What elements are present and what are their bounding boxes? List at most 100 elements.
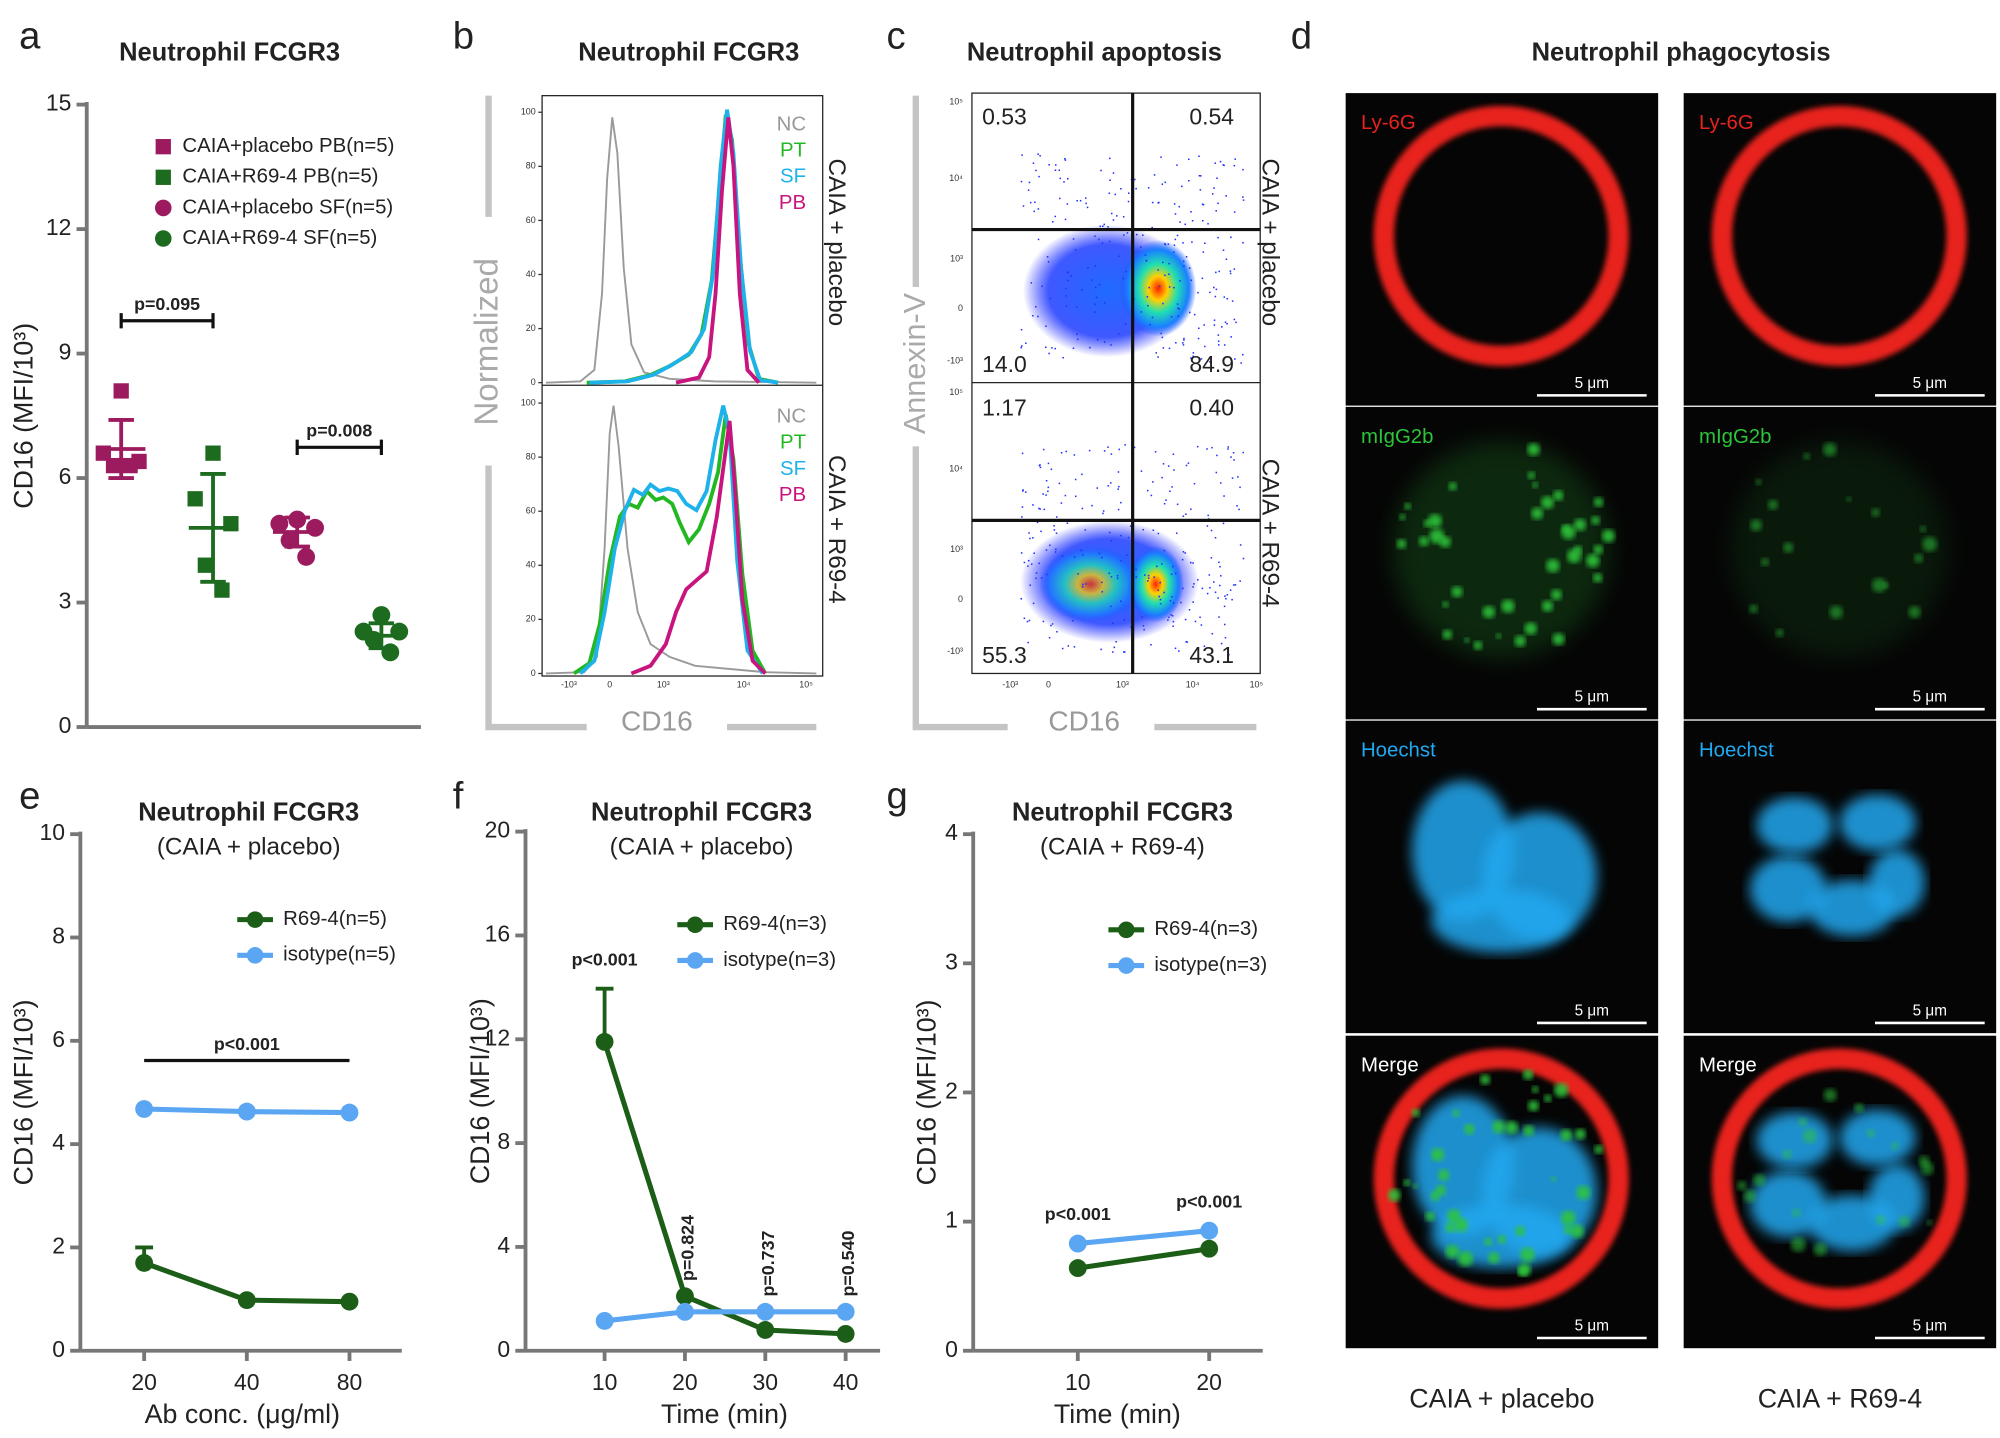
event-dot	[1064, 494, 1067, 497]
legend-label: NC	[777, 113, 806, 135]
particle	[1480, 1074, 1491, 1085]
dot	[187, 491, 203, 507]
event-dot	[1024, 491, 1027, 493]
quadrant-value: 14.0	[982, 351, 1027, 377]
event-dot	[1103, 302, 1106, 304]
particle	[1594, 1145, 1604, 1154]
particle	[1387, 1188, 1401, 1202]
event-dot	[1120, 600, 1122, 603]
event-dot	[1120, 501, 1122, 504]
event-dot	[1182, 342, 1184, 344]
line	[604, 1309, 846, 1324]
event-dot	[1211, 193, 1214, 195]
event-dot	[1117, 488, 1119, 490]
event-dot	[1038, 175, 1040, 178]
event-dot	[1048, 636, 1051, 639]
event-dot	[1102, 512, 1104, 515]
event-dot	[1115, 641, 1117, 643]
event-dot	[1239, 580, 1241, 582]
quadrant-value: 84.9	[1189, 351, 1234, 377]
event-dot	[1081, 289, 1083, 291]
event-dot	[1182, 260, 1185, 263]
event-dot	[1156, 565, 1158, 568]
event-dot	[1051, 347, 1053, 349]
event-dot	[1030, 282, 1033, 284]
event-dot	[1217, 202, 1219, 205]
particle	[1403, 1179, 1411, 1187]
y-tick-label: -10³	[947, 646, 963, 656]
significance-bracket	[119, 313, 215, 329]
nucleus	[1868, 1164, 1925, 1231]
x-tick-label: 10	[1065, 1369, 1091, 1395]
event-dot	[1055, 532, 1058, 535]
event-dot	[1116, 577, 1119, 580]
event-dot	[1173, 469, 1175, 471]
y-tick-label: 60	[526, 506, 536, 516]
event-dot	[1051, 623, 1054, 625]
legend-label: isotype(n=5)	[283, 944, 396, 966]
legend-label: SF	[780, 166, 806, 188]
event-dot	[1144, 254, 1147, 256]
event-dot	[1027, 559, 1030, 562]
x-tick-label: 20	[672, 1369, 698, 1395]
event-dot	[1190, 279, 1193, 282]
particle	[1522, 1069, 1534, 1080]
panel-letter: d	[1291, 14, 1312, 57]
particle	[1798, 1117, 1808, 1127]
chart-title: Neutrophil phagocytosis	[1532, 38, 1831, 66]
histogram	[630, 420, 767, 676]
event-dot	[1217, 597, 1219, 599]
event-dot	[1147, 580, 1149, 582]
membrane-ring	[1711, 105, 1967, 367]
event-dot	[1065, 450, 1068, 453]
event-dot	[1101, 590, 1104, 593]
particle	[1452, 1109, 1460, 1118]
y-tick-label: -10³	[947, 355, 963, 365]
event-dot	[1207, 222, 1209, 225]
y-tick-label: 0	[531, 668, 536, 678]
event-dot	[1142, 234, 1144, 237]
event-dot	[1088, 449, 1091, 452]
legend-marker	[246, 911, 264, 928]
event-dot	[1177, 315, 1179, 317]
event-dot	[1085, 202, 1087, 205]
event-dot	[1162, 261, 1164, 264]
event-dot	[1233, 268, 1236, 270]
event-dot	[1168, 616, 1170, 619]
event-dot	[1140, 470, 1143, 472]
event-dot	[1135, 187, 1137, 190]
chart-subtitle: (CAIA + R69-4)	[1040, 834, 1205, 861]
event-dot	[1225, 258, 1228, 260]
point	[1200, 1239, 1219, 1258]
event-dot	[1060, 502, 1063, 504]
event-dot	[1211, 446, 1213, 449]
event-dot	[1122, 215, 1125, 218]
event-dot	[1209, 291, 1211, 294]
axis-frame	[912, 95, 1257, 731]
event-dot	[1161, 183, 1164, 185]
legend-label: CAIA+placebo PB(n=5)	[182, 135, 394, 157]
event-dot	[1162, 302, 1164, 305]
y-tick-label: 10⁵	[949, 387, 963, 397]
event-dot	[1181, 185, 1183, 188]
particle	[1531, 1086, 1539, 1093]
event-dot	[1179, 280, 1181, 282]
event-dot	[1056, 516, 1058, 518]
event-dot	[1126, 232, 1129, 234]
x-axis-label: Time (min)	[1054, 1399, 1181, 1429]
event-dot	[1073, 646, 1076, 648]
point	[1068, 1234, 1087, 1253]
event-dot	[1219, 565, 1221, 568]
legend-label: SF	[780, 458, 806, 480]
event-dot	[1188, 158, 1190, 161]
particle	[1445, 1244, 1460, 1259]
event-dot	[1093, 311, 1096, 313]
event-dot	[1203, 324, 1205, 326]
event-dot	[1164, 181, 1166, 184]
event-dot	[1222, 522, 1225, 525]
x-tick-label: 10⁵	[1250, 679, 1264, 689]
event-dot	[1050, 624, 1052, 627]
event-dot	[1240, 362, 1242, 364]
event-dot	[1153, 576, 1155, 578]
point	[1068, 1259, 1087, 1278]
